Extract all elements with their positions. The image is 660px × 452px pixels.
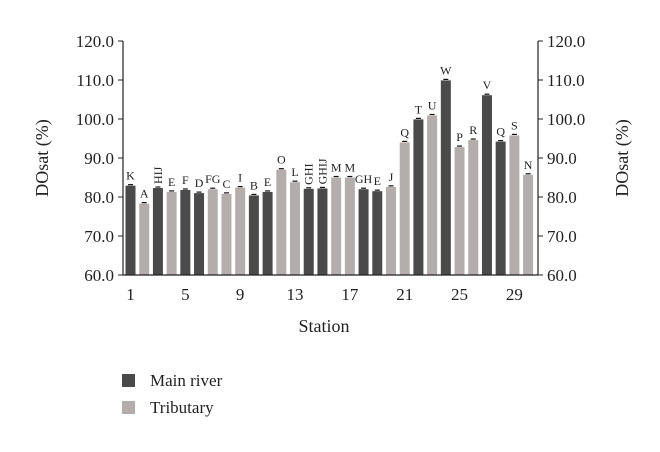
bar-letter-label: E [264,175,271,189]
bar-letter-label: GHIJ [315,158,329,184]
bar-station-24 [440,80,451,275]
x-tick-label: 13 [287,285,304,304]
right-y-tick-label: 80.0 [547,188,577,207]
bar-letter-label: M [345,161,356,175]
bar-letter-label: GH [355,172,373,186]
bar-station-11 [262,191,273,275]
bar-station-13 [290,182,301,275]
bar-station-15 [317,188,328,275]
left-y-tick-label: 120.0 [76,32,114,51]
left-y-tick-label: 100.0 [76,110,114,129]
bar-letter-label: N [524,158,533,172]
right-y-tick-label: 120.0 [547,32,585,51]
bar-station-10 [248,195,259,275]
bar-station-29 [509,135,520,275]
bar-station-8 [221,193,232,275]
legend-swatch-main-river [122,374,135,387]
bar-station-9 [235,187,246,275]
bar-station-2 [139,203,150,275]
right-y-tick-label: 60.0 [547,266,577,285]
bar-station-28 [495,141,506,275]
bar-station-17 [344,177,355,275]
bar-letter-label: M [331,161,342,175]
legend-swatch-tributary [122,401,135,414]
right-y-tick-label: 90.0 [547,149,577,168]
bar-letter-label: J [389,170,394,184]
x-axis-title: Station [298,316,349,336]
bar-letter-label: K [126,169,135,183]
x-tick-label: 29 [506,285,523,304]
bar-letter-label: T [415,102,423,116]
bar-letter-label: O [277,153,286,167]
bar-station-14 [303,188,314,275]
bar-station-12 [276,169,287,275]
x-tick-label: 1 [126,285,135,304]
bar-letter-label: B [250,178,258,192]
bar-letter-label: U [428,98,437,112]
bar-letter-label: E [374,174,381,188]
bar-letter-label: GHI [302,163,316,184]
bar-letter-label: E [168,175,175,189]
bar-letter-label: I [238,171,242,185]
bar-station-19 [372,191,383,275]
bar-station-21 [399,142,410,275]
bar-letter-label: R [469,123,477,137]
bar-station-3 [152,188,163,275]
left-y-tick-label: 60.0 [84,266,114,285]
bar-letter-label: FG [205,172,221,186]
bar-letter-label: F [182,173,189,187]
left-y-tick-label: 80.0 [84,188,114,207]
bar-letter-label: V [483,78,492,92]
right-y-tick-label: 110.0 [547,71,585,90]
bar-station-5 [180,189,191,275]
bar-letter-label: L [291,165,298,179]
bar-letter-label: HIJ [151,166,165,184]
bar-station-7 [207,189,218,275]
bar-station-30 [523,174,534,275]
y-axis-title-left: DOsat (%) [32,119,53,196]
bar-station-1 [125,185,136,275]
legend-label-tributary: Tributary [150,398,214,417]
y-axis-title-right: DOsat (%) [612,119,633,196]
right-y-tick-label: 100.0 [547,110,585,129]
tick-labels: 60.0 60.0 70.0 70.0 80.0 80.0 90.0 90.0 100.0 100… [76,32,586,304]
bar-letter-label: W [440,63,452,77]
bar-station-27 [481,95,492,276]
bar-station-22 [413,119,424,275]
bar-letter-label: A [140,187,149,201]
bar-letter-label: S [511,118,518,132]
bar-station-18 [358,189,369,275]
bar-letter-label: Q [496,125,505,139]
right-y-tick-label: 70.0 [547,227,577,246]
legend-label-main-river: Main river [150,371,223,390]
x-tick-label: 25 [451,285,468,304]
legend: Main river Tributary [122,371,223,417]
bar-station-23 [427,115,438,276]
bar-station-20 [385,186,396,275]
bar-letter-label: P [456,130,463,144]
bar-letter-label: D [195,176,204,190]
x-tick-label: 9 [236,285,245,304]
bar-letter-label: C [222,177,230,191]
x-tick-label: 17 [341,285,359,304]
x-tick-label: 21 [396,285,413,304]
left-y-tick-label: 70.0 [84,227,114,246]
left-y-tick-label: 90.0 [84,149,114,168]
bar-letter-label: Q [400,125,409,139]
left-y-tick-label: 110.0 [76,71,114,90]
bar-station-4 [166,191,177,275]
bar-station-16 [331,177,342,275]
bar-station-26 [468,140,479,275]
bar-station-25 [454,147,465,275]
x-tick-label: 5 [181,285,190,304]
bar-station-6 [194,193,205,275]
